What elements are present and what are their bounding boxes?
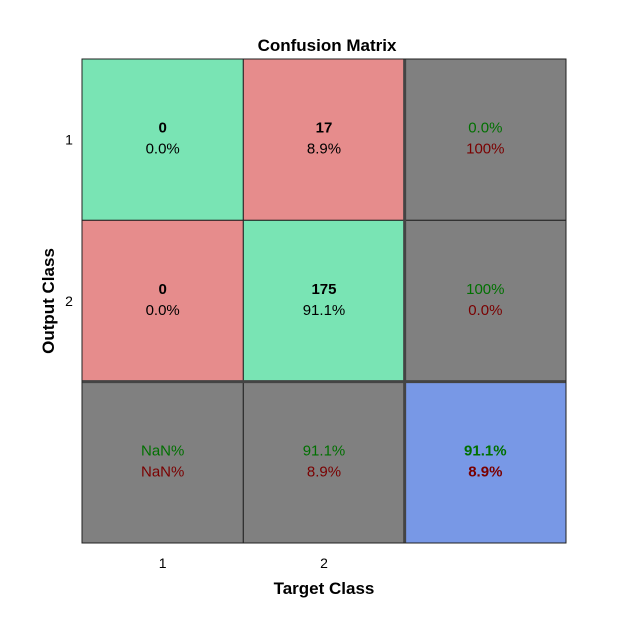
column-summary-cell-2: 91.1% 8.9% <box>242 381 406 544</box>
column-summary-cell-1-background <box>81 381 244 544</box>
y-tick-label-2: 2 <box>65 293 73 309</box>
row-summary-cell-2: 100% 0.0% <box>404 219 567 383</box>
matrix-cell-2-1-background <box>81 219 244 383</box>
row-summary-cell-1-bottom-text: 100% <box>466 141 504 158</box>
matrix-cell-1-1-bottom-text: 0.0% <box>146 141 180 158</box>
row-summary-cell-1: 0.0% 100% <box>404 58 567 221</box>
overall-accuracy-cell-background <box>404 381 567 544</box>
row-summary-cell-1-top-text: 0.0% <box>468 120 502 137</box>
matrix-cell-2-2-top-text: 175 <box>311 281 336 298</box>
chart-title: Confusion Matrix <box>258 36 397 55</box>
matrix-cell-2-2-bottom-text: 91.1% <box>303 302 346 319</box>
matrix-cell-2-1: 0 0.0% <box>81 219 244 383</box>
column-summary-cell-1: NaN% NaN% <box>81 381 244 544</box>
x-axis-label: Target Class <box>274 579 375 598</box>
overall-accuracy-cell-bottom-text: 8.9% <box>468 463 502 480</box>
column-summary-cell-1-top-text: NaN% <box>141 442 184 459</box>
matrix-cells: 00.0%178.9%00.0%17591.1%0.0%100%100%0.0%… <box>81 58 567 544</box>
axis-ticks: 1 2 1 2 <box>65 132 328 571</box>
y-tick-label-1: 1 <box>65 132 73 148</box>
x-tick-label-1: 1 <box>159 555 167 571</box>
row-summary-cell-1-background <box>404 58 567 221</box>
y-axis-label: Output Class <box>39 248 58 354</box>
column-summary-cell-2-background <box>242 381 406 544</box>
matrix-cell-2-2-background <box>242 219 406 383</box>
matrix-cell-2-2: 175 91.1% <box>242 219 406 383</box>
matrix-cell-1-1: 0 0.0% <box>81 58 244 221</box>
plot-frame <box>81 58 567 544</box>
column-summary-cell-2-top-text: 91.1% <box>303 442 346 459</box>
column-summary-cell-1-bottom-text: NaN% <box>141 463 184 480</box>
matrix-cell-1-2-background <box>242 58 406 221</box>
matrix-cell-1-1-top-text: 0 <box>158 120 166 137</box>
row-summary-cell-2-background <box>404 219 567 383</box>
overall-accuracy-cell-top-text: 91.1% <box>464 442 507 459</box>
matrix-cell-1-1-background <box>81 58 244 221</box>
matrix-cell-1-2: 17 8.9% <box>242 58 406 221</box>
column-summary-cell-2-bottom-text: 8.9% <box>307 463 341 480</box>
matrix-cell-1-2-bottom-text: 8.9% <box>307 141 341 158</box>
overall-accuracy-cell: 91.1% 8.9% <box>404 381 567 544</box>
row-summary-cell-2-top-text: 100% <box>466 281 504 298</box>
x-tick-label-2: 2 <box>320 555 328 571</box>
row-summary-cell-2-bottom-text: 0.0% <box>468 302 502 319</box>
matrix-cell-1-2-top-text: 17 <box>316 120 333 137</box>
matrix-cell-2-1-bottom-text: 0.0% <box>146 302 180 319</box>
matrix-cell-2-1-top-text: 0 <box>158 281 166 298</box>
